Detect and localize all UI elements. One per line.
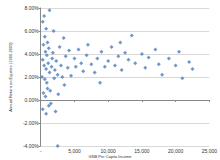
svg-text:25,000: 25,000 bbox=[202, 148, 218, 154]
svg-text:6.00%: 6.00% bbox=[25, 28, 40, 34]
svg-text:5,000: 5,000 bbox=[68, 148, 81, 154]
svg-text:15,000: 15,000 bbox=[134, 148, 150, 154]
svg-text:Annual Return on Equities (190: Annual Return on Equities (1900-2009) bbox=[8, 42, 13, 112]
svg-text:-2.00%: -2.00% bbox=[23, 120, 39, 126]
svg-text:8.00%: 8.00% bbox=[25, 5, 40, 11]
svg-text:-: - bbox=[40, 148, 42, 154]
svg-text:10,000: 10,000 bbox=[101, 148, 117, 154]
svg-text:-4.00%: -4.00% bbox=[23, 143, 39, 149]
svg-text:GNB Per Capita Income: GNB Per Capita Income bbox=[89, 154, 133, 159]
svg-text:4.00%: 4.00% bbox=[25, 51, 40, 57]
svg-text:2.00%: 2.00% bbox=[25, 74, 40, 80]
svg-text:20,000: 20,000 bbox=[168, 148, 184, 154]
svg-text:0.00%: 0.00% bbox=[25, 97, 40, 103]
